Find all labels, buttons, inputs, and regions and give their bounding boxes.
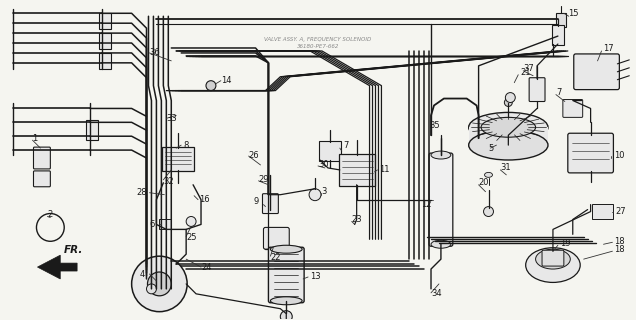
FancyBboxPatch shape (563, 100, 583, 117)
Text: 7: 7 (344, 140, 349, 150)
FancyBboxPatch shape (552, 25, 564, 45)
Text: 24: 24 (201, 263, 212, 272)
Polygon shape (38, 255, 77, 279)
Text: 21: 21 (520, 68, 530, 77)
Circle shape (206, 81, 216, 91)
Text: 9: 9 (254, 197, 259, 206)
FancyBboxPatch shape (268, 247, 304, 303)
Text: 6: 6 (149, 220, 155, 229)
Text: 12: 12 (421, 200, 432, 209)
Text: 29: 29 (258, 175, 269, 184)
Text: 25: 25 (186, 233, 197, 242)
Circle shape (483, 207, 494, 217)
Ellipse shape (485, 172, 492, 177)
FancyBboxPatch shape (591, 204, 613, 220)
Ellipse shape (526, 248, 580, 283)
Bar (160, 220, 171, 229)
Circle shape (280, 311, 292, 320)
Circle shape (506, 92, 515, 102)
Circle shape (186, 217, 196, 227)
Text: 16: 16 (199, 195, 210, 204)
Circle shape (148, 272, 171, 296)
FancyBboxPatch shape (263, 228, 289, 249)
Bar (99, 13, 111, 29)
Text: 18: 18 (614, 245, 625, 254)
FancyBboxPatch shape (319, 141, 341, 161)
FancyBboxPatch shape (339, 154, 375, 186)
Text: 28: 28 (137, 188, 147, 197)
Text: VALVE ASSY. A, FREQUENCY SOLENOID: VALVE ASSY. A, FREQUENCY SOLENOID (265, 36, 371, 42)
FancyBboxPatch shape (542, 250, 564, 266)
Bar (99, 33, 111, 49)
Text: FR.: FR. (64, 245, 83, 255)
Circle shape (146, 284, 156, 294)
Circle shape (132, 256, 187, 312)
Bar (99, 53, 111, 69)
Circle shape (309, 189, 321, 201)
Bar (469, 127, 548, 145)
Text: 27: 27 (616, 207, 626, 216)
FancyBboxPatch shape (34, 147, 50, 169)
Text: 19: 19 (560, 239, 570, 248)
Text: 20: 20 (479, 178, 489, 187)
Text: 8: 8 (183, 140, 188, 150)
Text: 35: 35 (429, 121, 439, 130)
Bar (556, 13, 566, 27)
FancyBboxPatch shape (162, 147, 194, 171)
Text: 30: 30 (318, 160, 329, 170)
Text: 7: 7 (556, 88, 562, 97)
Text: 4: 4 (139, 269, 145, 278)
Text: 36: 36 (149, 48, 160, 57)
Text: 10: 10 (614, 150, 625, 160)
FancyBboxPatch shape (529, 78, 545, 101)
Ellipse shape (431, 151, 451, 159)
Text: 36180-PE7-662: 36180-PE7-662 (297, 44, 339, 50)
Ellipse shape (270, 297, 302, 305)
Text: 3: 3 (321, 187, 326, 196)
Text: 23: 23 (352, 215, 363, 224)
FancyBboxPatch shape (568, 133, 613, 173)
Text: 5: 5 (488, 144, 494, 153)
Ellipse shape (270, 245, 302, 253)
Ellipse shape (469, 130, 548, 160)
FancyBboxPatch shape (263, 194, 279, 213)
Text: 2: 2 (47, 210, 53, 219)
Text: 33: 33 (167, 114, 177, 123)
Ellipse shape (536, 249, 570, 269)
Text: 15: 15 (568, 9, 578, 18)
FancyBboxPatch shape (34, 171, 50, 187)
Ellipse shape (469, 112, 548, 142)
Text: 13: 13 (310, 272, 321, 282)
Ellipse shape (431, 240, 451, 248)
Bar (86, 120, 98, 140)
Ellipse shape (481, 117, 536, 137)
Text: 22: 22 (270, 253, 281, 262)
Text: 26: 26 (249, 150, 259, 160)
Text: 32: 32 (163, 177, 174, 186)
Text: 11: 11 (380, 165, 390, 174)
Text: 34: 34 (431, 289, 441, 298)
FancyBboxPatch shape (429, 153, 453, 246)
Text: 31: 31 (501, 164, 511, 172)
Text: 18: 18 (614, 237, 625, 246)
Text: 1: 1 (32, 134, 38, 143)
Text: 37: 37 (523, 64, 534, 73)
Text: 17: 17 (604, 44, 614, 53)
Text: 14: 14 (221, 76, 232, 85)
FancyBboxPatch shape (574, 54, 619, 90)
Circle shape (504, 99, 513, 107)
